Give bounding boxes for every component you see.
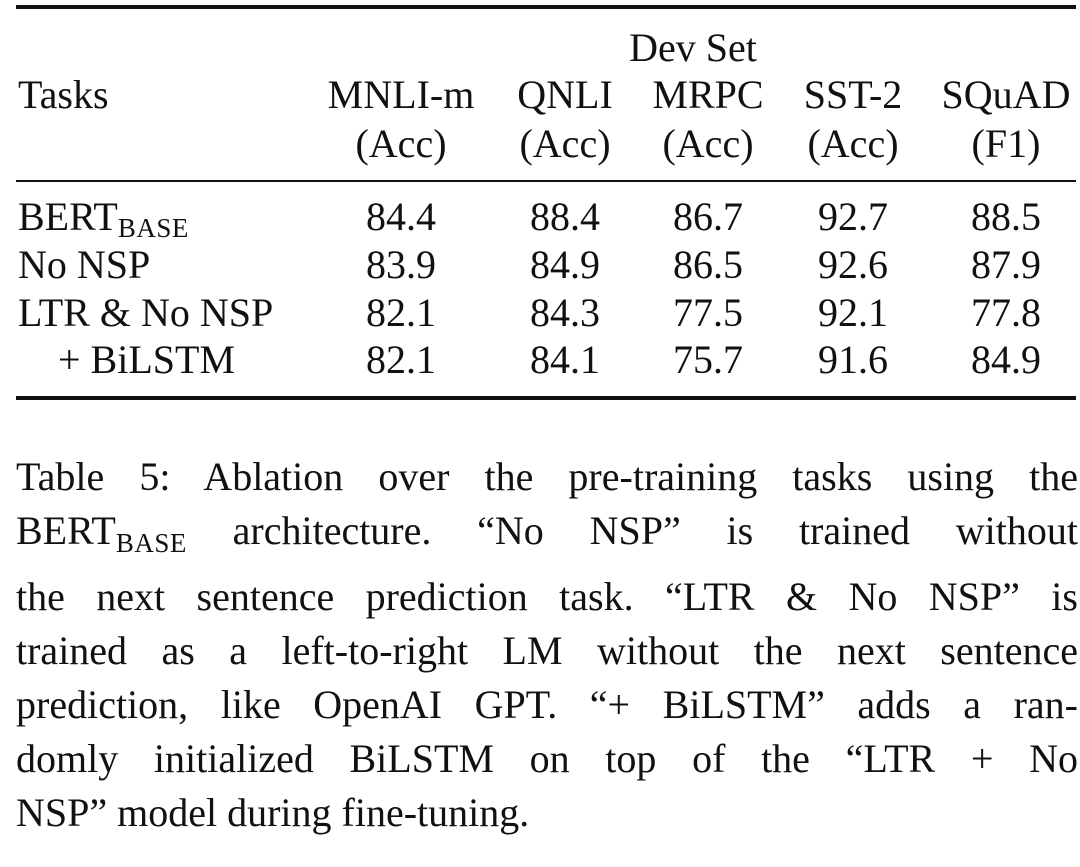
column-header-metric: (F1) [971,121,1041,166]
table-cell: 92.6 [818,242,888,287]
caption-line-text: architecture. “No NSP” is trained withou… [186,508,1078,553]
caption-line: Table 5: Ablation over the pre-training … [16,454,1078,499]
row-label: No NSP [18,242,151,287]
row-label: BERTBASE [18,197,189,242]
column-header-metric: (Acc) [807,121,899,166]
table-cell: 86.5 [673,242,743,287]
table-cell: 88.4 [530,194,600,239]
column-header-metric: (Acc) [662,121,754,166]
table-cell: 87.9 [971,242,1041,287]
table-cell: 83.9 [366,242,436,287]
caption-line: BERTBASE architecture. “No NSP” is train… [16,504,1078,570]
table-cell: 84.3 [530,290,600,335]
table-cell: 86.7 [673,194,743,239]
caption-line: NSP” model during fine-tuning. [16,790,530,835]
column-header-name: SQuAD [941,72,1071,117]
row-label: LTR & No NSP [18,290,274,335]
bottom-rule [16,396,1076,400]
table-cell: 82.1 [366,290,436,335]
column-header-metric: (Acc) [355,121,447,166]
caption-line: prediction, like OpenAI GPT. “+ BiLSTM” … [16,682,1078,727]
caption-line: domly initialized BiLSTM on top of the “… [16,736,1078,781]
row-label-subscript: BASE [117,213,189,243]
caption-base-subscript: BASE [115,528,187,558]
header-rule [16,180,1076,182]
table-cell: 84.1 [530,337,600,382]
caption-line: the next sentence prediction task. “LTR … [16,574,1078,619]
column-header-name: SST-2 [803,72,903,117]
tasks-header: Tasks [18,72,109,117]
table-cell: 75.7 [673,337,743,382]
row-label-main: BERT [18,194,118,239]
table-cell: 84.9 [530,242,600,287]
top-rule [16,5,1076,9]
table-cell: 88.5 [971,194,1041,239]
table-cell: 82.1 [366,337,436,382]
table-cell: 91.6 [818,337,888,382]
row-label: + BiLSTM [58,337,236,382]
table-cell: 84.9 [971,337,1041,382]
table-cell: 92.1 [818,290,888,335]
table-cell: 77.5 [673,290,743,335]
column-header-name: MNLI-m [327,72,475,117]
table-cell: 92.7 [818,194,888,239]
column-header-name: QNLI [517,72,613,117]
dev-set-header: Dev Set [629,25,757,70]
caption-bert-text: BERT [16,508,116,553]
column-header-metric: (Acc) [519,121,611,166]
table-cell: 77.8 [971,290,1041,335]
table-cell: 84.4 [366,194,436,239]
table-caption: Table 5: Ablation over the pre-training … [16,450,1078,840]
column-header-name: MRPC [652,72,764,117]
caption-line: trained as a left-to-right LM without th… [16,628,1078,673]
